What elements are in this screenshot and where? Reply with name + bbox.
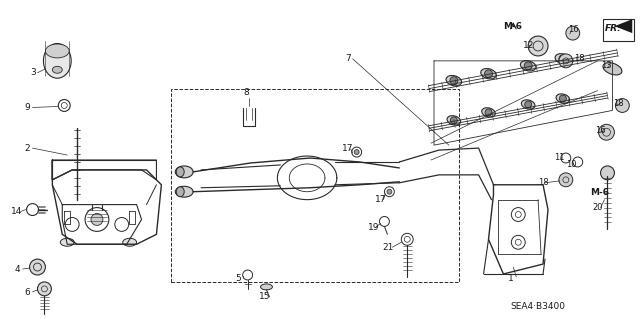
Circle shape — [525, 101, 532, 108]
Ellipse shape — [176, 167, 184, 177]
Circle shape — [451, 117, 458, 124]
Ellipse shape — [556, 94, 570, 103]
Text: 13: 13 — [602, 61, 612, 70]
Circle shape — [616, 99, 629, 112]
Text: 16: 16 — [596, 126, 606, 135]
Ellipse shape — [603, 63, 622, 75]
Text: 21: 21 — [383, 243, 394, 252]
Ellipse shape — [45, 44, 69, 58]
Bar — [172, 89, 459, 282]
Ellipse shape — [522, 100, 535, 109]
Text: FR.: FR. — [605, 24, 621, 33]
Circle shape — [600, 166, 614, 180]
Circle shape — [559, 55, 567, 63]
Ellipse shape — [44, 43, 71, 78]
Text: M-6: M-6 — [504, 22, 522, 31]
Circle shape — [598, 124, 614, 140]
Ellipse shape — [175, 166, 193, 178]
Text: M-6: M-6 — [589, 188, 609, 197]
Text: 4: 4 — [15, 264, 20, 273]
Circle shape — [29, 259, 45, 275]
Text: 17: 17 — [342, 144, 353, 152]
Ellipse shape — [176, 187, 184, 197]
Text: 1: 1 — [508, 274, 514, 284]
Text: 10: 10 — [566, 160, 577, 169]
Text: 14: 14 — [11, 207, 22, 216]
Ellipse shape — [52, 66, 62, 73]
Text: 17: 17 — [374, 195, 386, 204]
Circle shape — [528, 36, 548, 56]
Ellipse shape — [520, 61, 536, 71]
Circle shape — [354, 150, 359, 154]
Circle shape — [559, 173, 573, 187]
Ellipse shape — [60, 238, 74, 246]
Text: 9: 9 — [24, 103, 30, 112]
Text: 5: 5 — [236, 274, 241, 284]
Ellipse shape — [447, 116, 461, 125]
Bar — [602, 19, 634, 41]
Text: 11: 11 — [554, 152, 564, 161]
Text: 20: 20 — [593, 203, 603, 212]
Text: 18: 18 — [574, 54, 584, 63]
Circle shape — [524, 62, 532, 70]
Circle shape — [559, 95, 566, 102]
Text: 16: 16 — [568, 25, 579, 33]
Ellipse shape — [482, 108, 495, 117]
Text: 18: 18 — [613, 99, 624, 108]
Circle shape — [450, 77, 458, 85]
Ellipse shape — [446, 76, 461, 86]
Circle shape — [566, 26, 580, 40]
Ellipse shape — [555, 54, 571, 64]
Text: 15: 15 — [259, 292, 270, 301]
Ellipse shape — [175, 186, 193, 197]
Ellipse shape — [260, 284, 273, 290]
Text: 6: 6 — [24, 288, 30, 297]
Circle shape — [38, 282, 51, 296]
Text: 8: 8 — [244, 88, 250, 97]
Text: 18: 18 — [538, 178, 548, 187]
Text: SEA4·B3400: SEA4·B3400 — [510, 302, 565, 311]
Polygon shape — [614, 19, 632, 33]
Circle shape — [387, 189, 392, 194]
Circle shape — [91, 213, 103, 226]
Circle shape — [559, 54, 573, 68]
Text: 7: 7 — [345, 54, 351, 63]
Ellipse shape — [123, 238, 136, 246]
Circle shape — [485, 109, 492, 116]
Text: 3: 3 — [31, 68, 36, 77]
Circle shape — [484, 70, 493, 78]
Text: 12: 12 — [524, 41, 534, 49]
Text: 19: 19 — [367, 223, 379, 232]
Text: 2: 2 — [24, 144, 30, 152]
Ellipse shape — [481, 69, 496, 79]
